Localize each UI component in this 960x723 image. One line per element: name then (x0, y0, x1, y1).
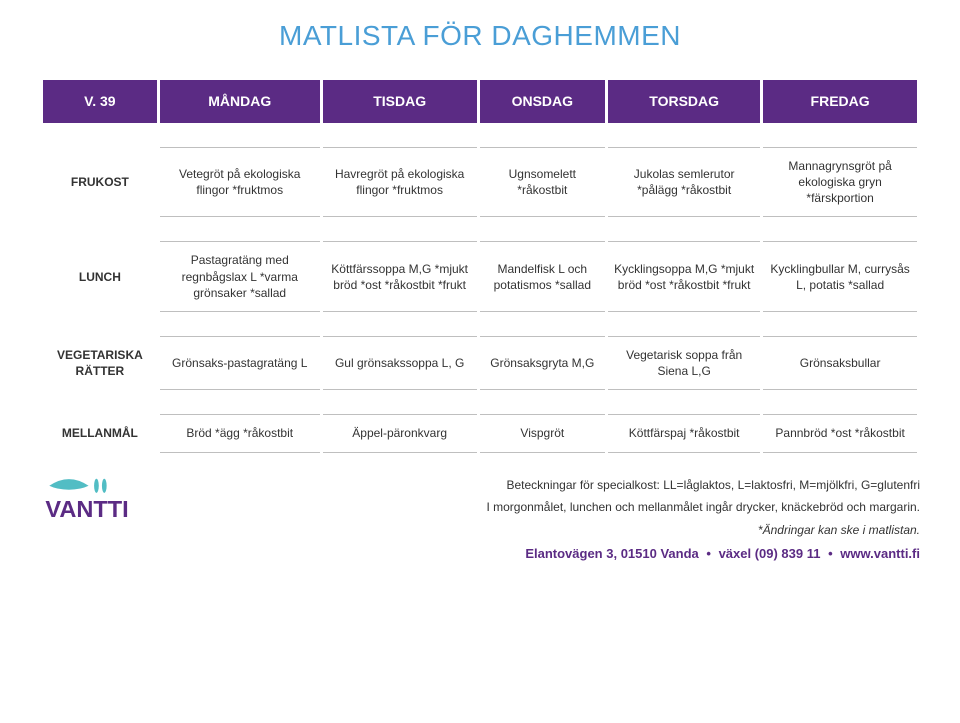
week-number-cell: V. 39 (43, 80, 157, 123)
row-breakfast: FRUKOST Vetegröt på ekologiska flingor *… (43, 147, 917, 218)
row-snack: MELLANMÅL Bröd *ägg *råkostbit Äppel-pär… (43, 414, 917, 452)
cell-lunch-wed: Mandelfisk L och potatismos *sallad (480, 241, 606, 312)
row-vegetarian: VEGETARISKA RÄTTER Grönsaks-pastagratäng… (43, 336, 917, 390)
cell-breakfast-mon: Vetegröt på ekologiska flingor *fruktmos (160, 147, 320, 218)
cell-lunch-mon: Pastagratäng med regnbågslax L *varma gr… (160, 241, 320, 312)
row-label-vegetarian: VEGETARISKA RÄTTER (43, 336, 157, 390)
vantti-logo: VANTTI (40, 474, 200, 532)
day-header-wed: ONSDAG (480, 80, 606, 123)
weekday-header-row: V. 39 MÅNDAG TISDAG ONSDAG TORSDAG FREDA… (43, 80, 917, 123)
row-lunch: LUNCH Pastagratäng med regnbågslax L *va… (43, 241, 917, 312)
day-header-thu: TORSDAG (608, 80, 760, 123)
cell-vegetarian-wed: Grönsaksgryta M,G (480, 336, 606, 390)
cell-breakfast-tue: Havregröt på ekologiska flingor *fruktmo… (323, 147, 477, 218)
cell-lunch-thu: Kycklingsoppa M,G *mjukt bröd *ost *råko… (608, 241, 760, 312)
contact-address: Elantovägen 3, 01510 Vanda (525, 546, 698, 561)
cell-lunch-tue: Köttfärssoppa M,G *mjukt bröd *ost *råko… (323, 241, 477, 312)
cell-snack-mon: Bröd *ägg *råkostbit (160, 414, 320, 452)
cell-breakfast-fri: Mannagrynsgröt på ekologiska gryn *färsk… (763, 147, 917, 218)
cell-snack-fri: Pannbröd *ost *råkostbit (763, 414, 917, 452)
cell-lunch-fri: Kycklingbullar M, currysås L, potatis *s… (763, 241, 917, 312)
day-header-tue: TISDAG (323, 80, 477, 123)
cell-vegetarian-thu: Vegetarisk soppa från Siena L,G (608, 336, 760, 390)
row-label-lunch: LUNCH (43, 241, 157, 312)
day-header-fri: FREDAG (763, 80, 917, 123)
cell-vegetarian-fri: Grönsaksbullar (763, 336, 917, 390)
cell-snack-tue: Äppel-päronkvarg (323, 414, 477, 452)
cell-snack-thu: Köttfärspaj *råkostbit (608, 414, 760, 452)
row-label-snack: MELLANMÅL (43, 414, 157, 452)
svg-text:VANTTI: VANTTI (45, 496, 128, 522)
contact-url: www.vantti.fi (840, 546, 920, 561)
day-header-mon: MÅNDAG (160, 80, 320, 123)
menu-table: V. 39 MÅNDAG TISDAG ONSDAG TORSDAG FREDA… (40, 77, 920, 456)
separator-dot-icon: • (702, 546, 715, 561)
cell-snack-wed: Vispgröt (480, 414, 606, 452)
contact-phone: växel (09) 839 11 (719, 546, 821, 561)
cell-vegetarian-mon: Grönsaks-pastagratäng L (160, 336, 320, 390)
row-label-breakfast: FRUKOST (43, 147, 157, 218)
cell-breakfast-thu: Jukolas semlerutor *pålägg *råkostbit (608, 147, 760, 218)
cell-breakfast-wed: Ugnsomelett *råkostbit (480, 147, 606, 218)
page-title: MATLISTA FÖR DAGHEMMEN (40, 20, 920, 52)
contact-line: Elantovägen 3, 01510 Vanda • växel (09) … (40, 542, 920, 567)
cell-vegetarian-tue: Gul grönsakssoppa L, G (323, 336, 477, 390)
separator-dot-icon: • (824, 546, 837, 561)
